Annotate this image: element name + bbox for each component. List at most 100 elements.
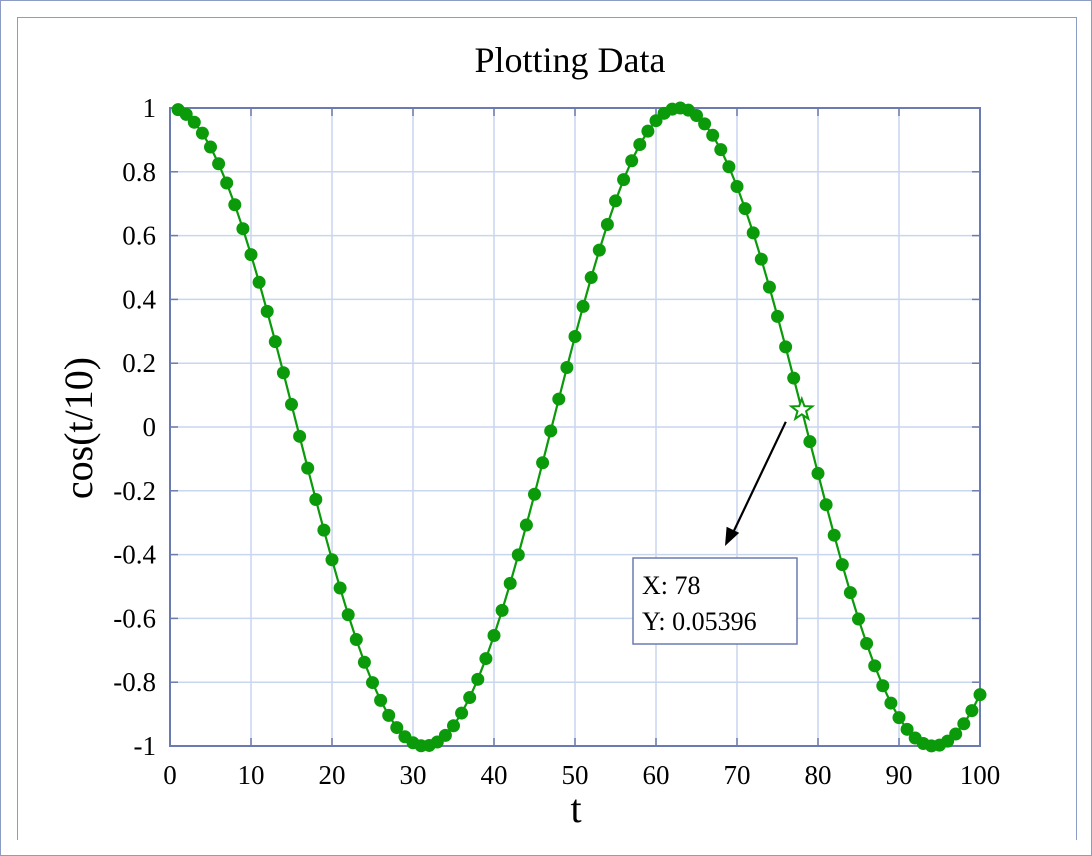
data-point — [228, 198, 242, 212]
data-point — [876, 679, 890, 693]
x-tick-label: 40 — [481, 760, 508, 790]
data-point — [528, 487, 541, 501]
y-tick-label: 0.6 — [122, 221, 156, 251]
datatip-x-label: X: 78 — [642, 571, 701, 600]
data-point — [803, 435, 817, 449]
chart-title: Plotting Data — [475, 40, 666, 80]
data-point — [892, 711, 906, 725]
data-point — [884, 696, 898, 710]
data-point — [609, 194, 622, 208]
data-point — [390, 721, 404, 735]
x-tick-label: 100 — [960, 760, 1001, 790]
data-point — [706, 128, 720, 142]
y-tick-labels: 1 0.8 0.6 0.4 0.2 0 -0.2 -0.4 -0.6 -0.8 -1 — [113, 93, 156, 761]
data-point — [309, 492, 323, 506]
data-point — [260, 304, 274, 318]
data-point — [819, 498, 833, 512]
data-point — [374, 693, 388, 707]
data-point — [552, 392, 566, 406]
y-tick-label: -0.2 — [113, 476, 156, 506]
data-point — [317, 523, 331, 537]
datatip[interactable]: X: 78 Y: 0.05396 — [632, 395, 816, 645]
data-point — [625, 154, 639, 168]
data-point — [835, 558, 849, 572]
data-point — [787, 371, 801, 385]
data-point — [333, 581, 347, 595]
y-axis-label: cos(t/10) — [56, 357, 101, 499]
data-point — [730, 180, 744, 194]
data-point — [957, 717, 971, 731]
grid-lines — [170, 108, 980, 746]
x-tick-label: 20 — [319, 760, 346, 790]
data-point — [544, 424, 558, 438]
data-point — [852, 612, 865, 626]
data-point — [357, 655, 371, 669]
x-tick-label: 0 — [163, 760, 177, 790]
data-point — [868, 659, 882, 673]
data-point — [285, 397, 298, 411]
data-point — [268, 335, 282, 349]
series-line — [177, 106, 981, 748]
data-point — [236, 222, 250, 236]
data-point — [349, 633, 363, 647]
data-point — [511, 548, 525, 562]
data-point — [293, 429, 307, 443]
data-point — [714, 143, 728, 157]
data-point — [584, 271, 598, 285]
data-point — [204, 140, 217, 154]
y-tick-label: 0.4 — [122, 284, 156, 314]
data-point — [617, 173, 631, 187]
datatip-y-label: Y: 0.05396 — [642, 607, 757, 636]
data-point — [633, 138, 647, 152]
data-point — [698, 117, 712, 131]
data-point — [455, 706, 469, 720]
data-point — [965, 704, 979, 718]
datatip-arrowhead — [725, 526, 740, 546]
data-point — [690, 108, 703, 122]
datatip-box — [632, 557, 798, 645]
data-point — [722, 160, 736, 174]
data-point — [771, 309, 784, 323]
data-point — [949, 727, 963, 741]
series-cos — [171, 101, 987, 753]
data-point — [600, 218, 614, 232]
data-point — [301, 461, 315, 475]
x-tick-label: 60 — [643, 760, 670, 790]
data-point — [779, 340, 793, 354]
data-point — [212, 157, 226, 171]
data-point — [366, 676, 379, 690]
data-point — [341, 608, 355, 622]
axes-box — [169, 107, 981, 747]
data-point — [503, 576, 517, 590]
y-tick-label: -0.4 — [113, 540, 156, 570]
y-tick-label: 0.2 — [122, 348, 156, 378]
data-point — [447, 719, 460, 733]
y-tick-label: -0.6 — [113, 603, 156, 633]
data-point — [382, 708, 396, 722]
x-tick-label: 70 — [724, 760, 751, 790]
y-tick-label: -1 — [134, 731, 157, 761]
y-tick-label: -0.8 — [113, 667, 156, 697]
datatip-arrow — [730, 421, 787, 538]
data-point — [179, 107, 193, 121]
data-point — [860, 637, 874, 651]
data-point — [495, 603, 509, 617]
data-point — [560, 361, 574, 375]
data-point — [463, 691, 477, 705]
data-point — [325, 553, 339, 567]
data-point — [487, 629, 501, 643]
data-point — [568, 330, 582, 344]
data-point — [900, 722, 914, 736]
data-point — [592, 243, 606, 257]
data-point — [811, 466, 825, 480]
data-point — [276, 366, 290, 380]
data-point — [220, 176, 234, 190]
x-tick-label: 90 — [886, 760, 913, 790]
data-point — [762, 280, 776, 294]
data-point — [973, 688, 987, 702]
y-tick-label: 0.8 — [122, 157, 156, 187]
data-point — [746, 226, 760, 240]
axes-border — [169, 107, 981, 747]
data-point — [438, 728, 452, 742]
